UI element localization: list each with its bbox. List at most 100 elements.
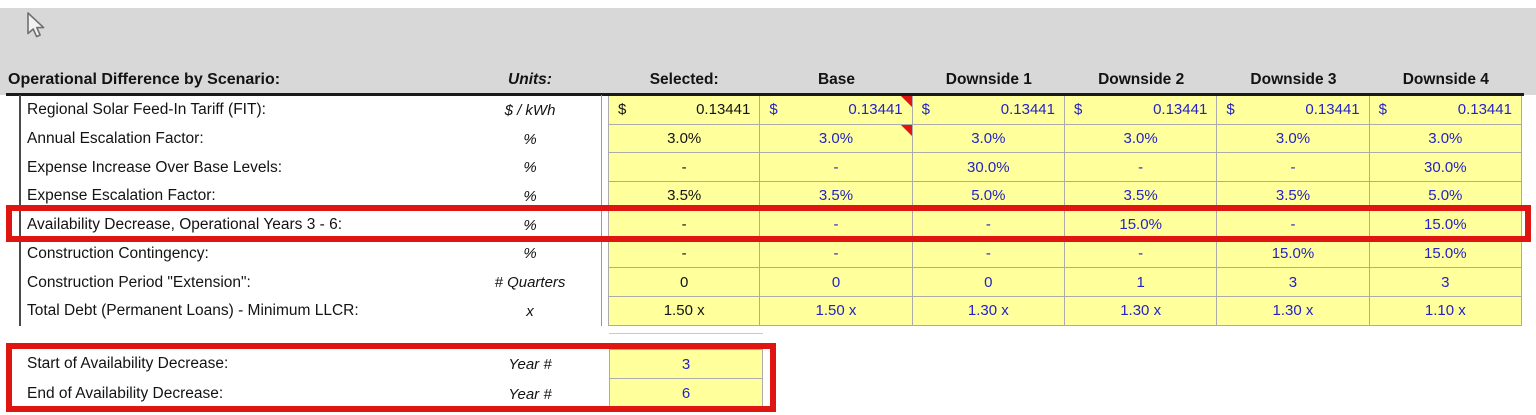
cell-value: 30.0% [967, 158, 1010, 176]
input-cell[interactable]: 1.50 x [608, 296, 761, 326]
input-cell[interactable]: 1.30 x [1064, 296, 1218, 326]
input-cell[interactable]: $0.13441 [1369, 96, 1522, 125]
input-cell[interactable]: 0 [608, 268, 761, 297]
cell-value: 0.13441 [848, 101, 903, 119]
input-cell[interactable]: 0 [912, 268, 1065, 297]
comment-note-triangle-icon [900, 124, 912, 136]
cell-value: 1.30 x [967, 302, 1009, 320]
input-cell[interactable]: 15.0% [1064, 210, 1218, 240]
input-cell[interactable]: - [1064, 239, 1218, 269]
cell-value: 1.30 x [1272, 302, 1314, 320]
currency-symbol: $ [921, 101, 930, 119]
cell-value: 0 [984, 273, 993, 291]
cell-value: 3.0% [818, 130, 854, 148]
comment-note-triangle-icon [900, 96, 912, 107]
input-cell[interactable]: 15.0% [1369, 239, 1522, 269]
cell-value: 0.13441 [1305, 101, 1360, 119]
row-label: Start of Availability Decrease: [27, 355, 229, 372]
input-cell[interactable]: 1.10 x [1369, 296, 1522, 326]
cell-value: 0 [679, 273, 689, 291]
cell-value: - [1290, 216, 1296, 234]
currency-symbol: $ [1073, 101, 1083, 119]
input-cell[interactable]: $0.13441 [760, 96, 913, 125]
row-units: % [523, 187, 537, 205]
row-label: Total Debt (Permanent Loans) - Minimum L… [27, 302, 359, 320]
input-cell[interactable]: $0.13441 [608, 96, 761, 125]
row-units: Year # [508, 355, 552, 373]
input-cell[interactable]: $0.13441 [1064, 96, 1218, 125]
input-cell[interactable]: 3 [1217, 268, 1370, 297]
row-label: Regional Solar Feed-In Tariff (FIT): [27, 101, 266, 119]
cell-value: 3.0% [1123, 130, 1158, 148]
input-cell[interactable]: 1.50 x [760, 296, 913, 326]
availability-row-annotation-box [6, 205, 1531, 242]
cell-value: 3 [681, 355, 691, 373]
cell-value: 1 [1136, 273, 1145, 291]
input-cell[interactable]: $0.13441 [1217, 96, 1370, 125]
input-cell[interactable]: 30.0% [912, 153, 1065, 183]
row-units: % [523, 159, 537, 177]
row-label: Expense Increase Over Base Levels: [27, 158, 283, 176]
cell-value: 1.50 x [663, 302, 705, 320]
row-units: % [523, 245, 537, 263]
currency-symbol: $ [1378, 101, 1387, 119]
cell-value: - [681, 244, 687, 262]
cell-value: 1.10 x [1424, 302, 1466, 320]
input-cell[interactable]: 1.30 x [1217, 296, 1370, 326]
cell-value: - [985, 216, 991, 234]
cell-value: 5.0% [1428, 187, 1463, 205]
input-cell[interactable]: 3 [1369, 268, 1522, 297]
currency-symbol: $ [618, 101, 627, 119]
input-cell[interactable]: - [760, 210, 913, 240]
cell-value: 0.13441 [1000, 101, 1055, 119]
scenario-header-3: Downside 2 [1098, 71, 1185, 88]
row-units: Year # [508, 385, 552, 403]
input-cell[interactable]: - [1064, 153, 1218, 183]
cell-value: 5.0% [971, 187, 1006, 205]
currency-symbol: $ [769, 101, 778, 119]
row-label: Availability Decrease, Operational Years… [27, 216, 343, 234]
cell-value: 0.13441 [1153, 101, 1208, 119]
input-cell[interactable]: 3.0% [1064, 124, 1218, 154]
input-cell[interactable]: - [608, 153, 761, 183]
cell-value: 3.0% [1428, 130, 1463, 148]
row-label: Expense Escalation Factor: [27, 187, 216, 205]
input-cell[interactable]: - [608, 239, 761, 269]
row-label: End of Availability Decrease: [27, 385, 224, 402]
arrow-cursor [27, 12, 45, 38]
input-cell[interactable]: 15.0% [1369, 210, 1522, 240]
cell-value: - [833, 158, 839, 176]
input-cell[interactable]: - [912, 239, 1065, 269]
cell-value: 3.0% [1275, 130, 1311, 148]
cell-value: 0 [831, 273, 841, 291]
scenario-header-1: Base [817, 71, 856, 88]
input-cell[interactable]: 3.0% [760, 124, 913, 154]
row-label: Annual Escalation Factor: [27, 130, 204, 148]
input-cell[interactable]: 3.0% [912, 124, 1065, 154]
input-cell[interactable]: 3.0% [608, 124, 761, 154]
scenario-header-4: Downside 3 [1250, 71, 1337, 88]
input-cell[interactable]: - [1217, 153, 1370, 183]
input-cell[interactable]: 1 [1064, 268, 1218, 297]
input-cell[interactable]: - [760, 239, 913, 269]
cell-value: - [985, 244, 991, 262]
cell-value: - [1138, 244, 1144, 262]
cell-value: 0.13441 [1457, 101, 1512, 119]
input-cell[interactable]: $0.13441 [912, 96, 1065, 125]
cell-value: 30.0% [1424, 158, 1467, 176]
input-cell[interactable]: 30.0% [1369, 153, 1522, 183]
input-cell[interactable]: 15.0% [1217, 239, 1370, 269]
input-cell[interactable]: 1.30 x [912, 296, 1065, 326]
header-underline [6, 93, 1524, 96]
input-cell[interactable]: 3.0% [1217, 124, 1370, 154]
input-cell[interactable]: - [760, 153, 913, 183]
input-cell[interactable]: 3 [609, 349, 763, 379]
input-cell[interactable]: 0 [760, 268, 913, 297]
cell-value: 3.0% [667, 130, 702, 148]
input-cell[interactable]: - [1217, 210, 1370, 240]
input-cell[interactable]: 3.0% [1369, 124, 1522, 154]
cell-value: 0.13441 [696, 101, 751, 119]
cell-value: - [1138, 158, 1144, 176]
cell-value: 3.5% [1275, 187, 1311, 205]
